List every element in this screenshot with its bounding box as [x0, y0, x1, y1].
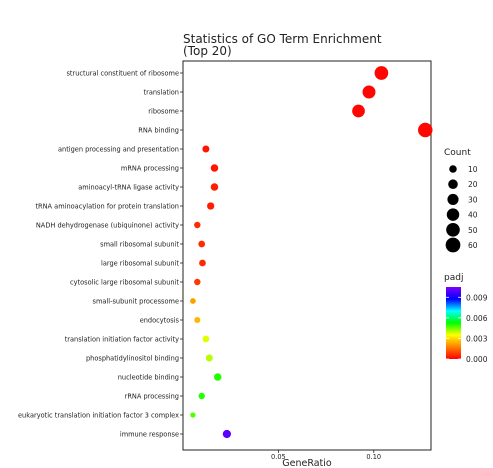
data-points	[190, 66, 433, 439]
y-tick-label: endocytosis	[140, 317, 180, 325]
data-point	[199, 259, 206, 267]
data-point	[198, 392, 205, 400]
size-legend-dot	[446, 222, 460, 237]
y-tick-label: antigen processing and presentation	[58, 146, 179, 154]
size-legend-label: 20	[468, 180, 478, 189]
color-legend-ticks: 0.009 0.006 0.003 0.000	[446, 293, 488, 364]
data-point	[190, 298, 196, 304]
size-legend-dot	[448, 179, 458, 189]
data-point	[202, 335, 210, 343]
y-axis-labels: structural constituent of ribosome transl…	[18, 70, 180, 439]
size-legend-dot	[446, 208, 460, 221]
color-legend-tick-label: 0.003	[466, 334, 488, 343]
data-point	[198, 240, 206, 248]
data-point	[210, 164, 219, 172]
data-point	[205, 354, 213, 362]
y-tick-label: cytosolic large ribosomal subunit	[70, 279, 179, 287]
y-tick-label: nucleotide binding	[118, 374, 179, 382]
size-legend-label: 60	[468, 241, 478, 250]
chart-title-line-2: (Top 20)	[183, 44, 232, 58]
y-tick-label: tRNA aminoacylation for protein translat…	[35, 203, 179, 211]
y-tick-label: small ribosomal subunit	[100, 241, 179, 249]
data-point	[374, 66, 389, 80]
data-point	[362, 85, 376, 99]
color-legend-tick-label: 0.000	[466, 355, 488, 364]
x-tick-label: 0.10	[366, 453, 381, 461]
color-legend-title: padj	[444, 273, 463, 283]
x-axis-ticks: 0.05 0.10	[271, 450, 381, 461]
data-point	[194, 221, 201, 229]
data-point	[213, 373, 222, 381]
color-legend-tick-label: 0.009	[466, 293, 488, 302]
data-point	[202, 145, 210, 153]
size-legend: 10 20 30 40 50 60	[445, 165, 478, 253]
x-tick-label: 0.05	[271, 453, 286, 461]
y-tick-label: eukaryotic translation initiation factor…	[18, 412, 179, 420]
y-tick-label: mRNA processing	[121, 165, 179, 173]
y-tick-label: translation initiation factor activity	[65, 336, 179, 344]
y-tick-label: large ribosomal subunit	[101, 260, 179, 268]
size-legend-label: 40	[468, 211, 478, 220]
y-tick-label: phosphatidylinositol binding	[86, 355, 179, 363]
y-tick-label: immune response	[120, 431, 179, 439]
y-axis-ticks	[180, 72, 183, 435]
data-point	[210, 183, 219, 191]
data-point	[194, 278, 201, 286]
color-legend-bar	[446, 287, 461, 359]
color-legend-tick-label: 0.006	[466, 314, 488, 323]
data-point	[222, 429, 231, 439]
y-tick-label: small-subunit processome	[93, 298, 179, 306]
size-legend-dot	[445, 237, 461, 253]
y-tick-label: structural constituent of ribosome	[66, 70, 179, 78]
data-point	[352, 104, 365, 118]
size-legend-label: 30	[468, 195, 478, 204]
y-tick-label: ribosome	[148, 108, 179, 116]
y-tick-label: translation	[144, 89, 179, 97]
x-axis-label: GeneRatio	[282, 458, 332, 468]
size-legend-title: Count	[444, 148, 471, 158]
size-legend-dot	[447, 193, 459, 205]
y-tick-label: NADH dehydrogenase (ubiquinone) activity	[36, 222, 179, 230]
y-tick-label: rRNA processing	[125, 393, 179, 401]
chart-title-line-1: Statistics of GO Term Enrichment	[183, 32, 382, 46]
data-point	[194, 316, 201, 324]
y-tick-label: RNA binding	[138, 127, 179, 135]
plot-panel	[182, 60, 432, 451]
size-legend-label: 10	[468, 165, 478, 174]
y-tick-label: aminoacyl-tRNA ligase activity	[78, 184, 179, 192]
size-legend-label: 50	[468, 226, 478, 235]
size-legend-dot	[449, 165, 457, 173]
data-point	[190, 412, 196, 418]
data-point	[418, 122, 433, 138]
data-point	[207, 202, 215, 210]
